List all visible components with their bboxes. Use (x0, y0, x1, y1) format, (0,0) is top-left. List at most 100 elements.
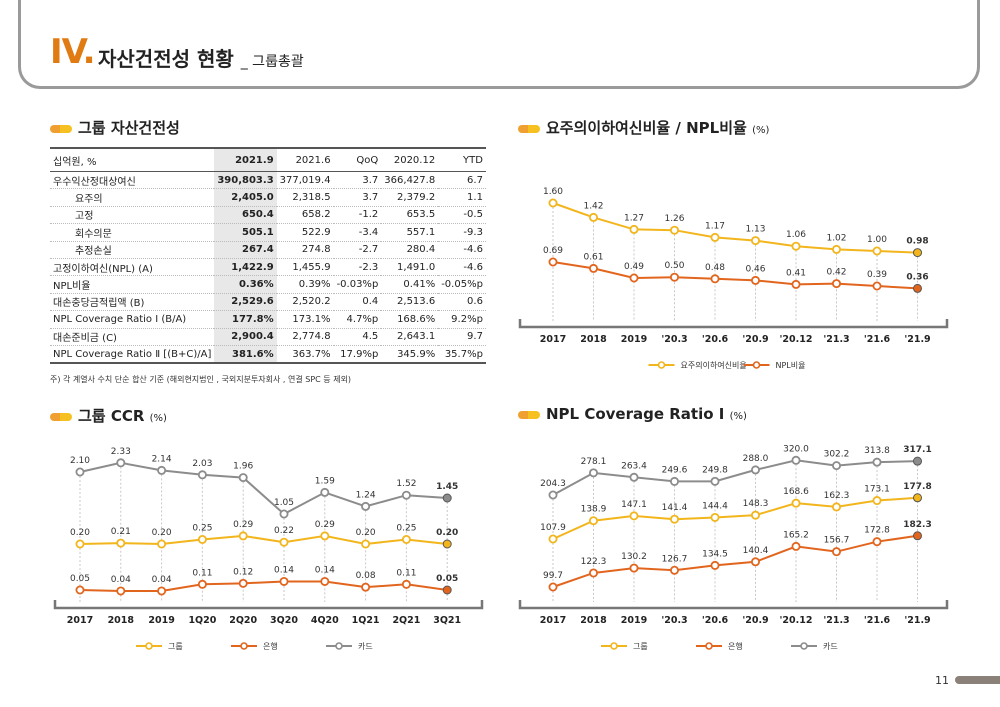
table-cell: 1,491.0 (381, 258, 439, 277)
data-label: 148.3 (743, 499, 769, 509)
table-row: 회수의문 505.1 522.9 -3.4 557.1 -9.3 (50, 223, 486, 242)
data-label: 302.2 (824, 450, 850, 460)
data-point (197, 535, 207, 545)
table-cell: 35.7%p (438, 345, 486, 365)
data-point (589, 516, 599, 526)
data-point (791, 541, 801, 551)
series-line (552, 261, 918, 290)
series-line (79, 580, 448, 592)
legend-label: 은행 (263, 641, 278, 651)
table-cell: -9.3 (438, 223, 486, 242)
table-cell: 9.2%p (438, 310, 486, 329)
legend-marker (610, 642, 618, 650)
legend-item: 카드 (326, 642, 373, 651)
table-cell: 377,019.4 (276, 171, 334, 190)
data-label: 138.9 (581, 505, 607, 515)
series-line (79, 461, 448, 516)
data-point (361, 501, 371, 511)
data-label: 1.42 (583, 201, 603, 211)
legend-label: 카드 (358, 642, 373, 651)
legend: 그룹 은행 카드 (136, 641, 373, 651)
asset-quality-table: 십억원, % 2021.9 2021.6 QoQ 2020.12 YTD 우수익산정대상여신… (50, 147, 486, 365)
table-header-cell: 2021.9 (214, 147, 277, 172)
table-row: NPL비율 0.36% 0.39% -0.03%p 0.41% -0.05%p (50, 275, 486, 294)
x-tick-label: '21.6 (864, 615, 891, 626)
data-point (442, 539, 452, 549)
x-tick-label: '21.9 (904, 615, 930, 626)
table-cell: 658.2 (276, 206, 334, 225)
data-point (831, 461, 841, 471)
table-cell: 0.41% (381, 275, 439, 294)
x-tick-label: '20.3 (661, 334, 687, 345)
data-label: 140.4 (743, 546, 769, 556)
data-label: 0.08 (356, 571, 376, 581)
bullet-pill-icon (50, 412, 72, 421)
table-cell: 168.6% (381, 310, 439, 329)
row-label: NPL비율 (50, 275, 215, 294)
data-label: 0.21 (111, 527, 131, 537)
table-footnote: 주) 각 계열사 수치 단순 합산 기준 (해외현지법인 , 국외지분투자회사 … (50, 375, 352, 384)
data-point (157, 586, 167, 596)
series-line (79, 534, 448, 546)
data-point (750, 557, 760, 567)
data-label: 2.14 (152, 454, 172, 464)
legend-marker (705, 642, 713, 650)
data-label: 165.2 (783, 530, 809, 540)
series-2: 2.10 2.33 2.14 2.03 1.96 1.05 1.59 1.24 1.52 1.45 (70, 447, 458, 519)
table-cell: 4.7%p (333, 310, 382, 329)
data-label: 0.05 (70, 574, 90, 584)
table-row: NPL Coverage Ratio Ⅱ [(B+C)/A] 381.6% 363.… (50, 345, 486, 365)
ratio-unit: (%) (752, 125, 770, 136)
data-point (401, 579, 411, 589)
table-cell: 2,405.0 (214, 188, 277, 207)
data-point (548, 534, 558, 544)
table-cell: 2,318.5 (276, 188, 334, 207)
row-label: 대손준비금 (C) (50, 328, 215, 346)
data-point (548, 257, 558, 267)
x-tick-label: 2019 (621, 615, 647, 626)
data-point (750, 236, 760, 246)
data-point (279, 576, 289, 586)
npl-section-title: NPL Coverage Ratio I (%) (518, 405, 747, 423)
row-label: 대손충당금적립액 (B) (50, 293, 215, 312)
table-cell: -1.2 (333, 206, 382, 225)
x-tick-label: 2017 (540, 615, 566, 626)
x-tick-label: '20.6 (702, 615, 729, 626)
table-cell: 2,643.1 (381, 328, 439, 346)
x-tick-label: '20.12 (780, 334, 813, 345)
page-bar (955, 676, 1000, 684)
data-label: 0.14 (315, 565, 335, 575)
table-header-row: 십억원, % 2021.9 2021.6 QoQ 2020.12 YTD (50, 147, 486, 172)
x-tick-label: 1Q20 (188, 615, 216, 626)
data-label: 0.14 (274, 565, 294, 575)
legend-marker (657, 361, 666, 369)
x-tick-label: 2018 (580, 615, 607, 626)
data-label: 0.05 (436, 574, 458, 584)
npl-unit: (%) (729, 411, 747, 422)
table-cell: 390,803.3 (214, 171, 277, 190)
ratio-title-text: 요주의이하여신비율 / NPL비율 (546, 119, 747, 137)
series-line (552, 496, 918, 540)
table-row: 추정손실 267.4 274.8 -2.7 280.4 -4.6 (50, 241, 486, 259)
data-label: 147.1 (621, 500, 647, 510)
data-point (629, 472, 639, 482)
bullet-pill-icon (50, 124, 72, 133)
legend-marker (752, 361, 761, 369)
ccr-title-text: 그룹 CCR (78, 407, 145, 425)
data-label: 144.4 (702, 501, 728, 511)
legend-item: 은행 (231, 641, 278, 651)
table-cell: 366,427.8 (381, 171, 439, 190)
legend-item: NPL비율 (743, 361, 806, 370)
series-0: 0.20 0.21 0.20 0.25 0.29 0.22 0.29 0.20 0.25 0.20 (70, 520, 458, 549)
data-label: 1.59 (315, 476, 335, 486)
legend-label: NPL비율 (776, 361, 806, 370)
series-1: 99.7 122.3 130.2 126.7 134.5 140.4 165.2 156.7 1… (543, 520, 932, 592)
table-cell: -0.03%p (333, 275, 382, 294)
axis-baseline (518, 600, 949, 610)
table-header-cell: 2020.12 (381, 147, 439, 172)
data-label: 0.41 (786, 268, 806, 278)
section-number: IV. (50, 32, 95, 72)
table-cell: 1,422.9 (214, 258, 277, 277)
data-label: 1.02 (826, 233, 846, 243)
table-header-cell: 2021.6 (276, 147, 334, 172)
